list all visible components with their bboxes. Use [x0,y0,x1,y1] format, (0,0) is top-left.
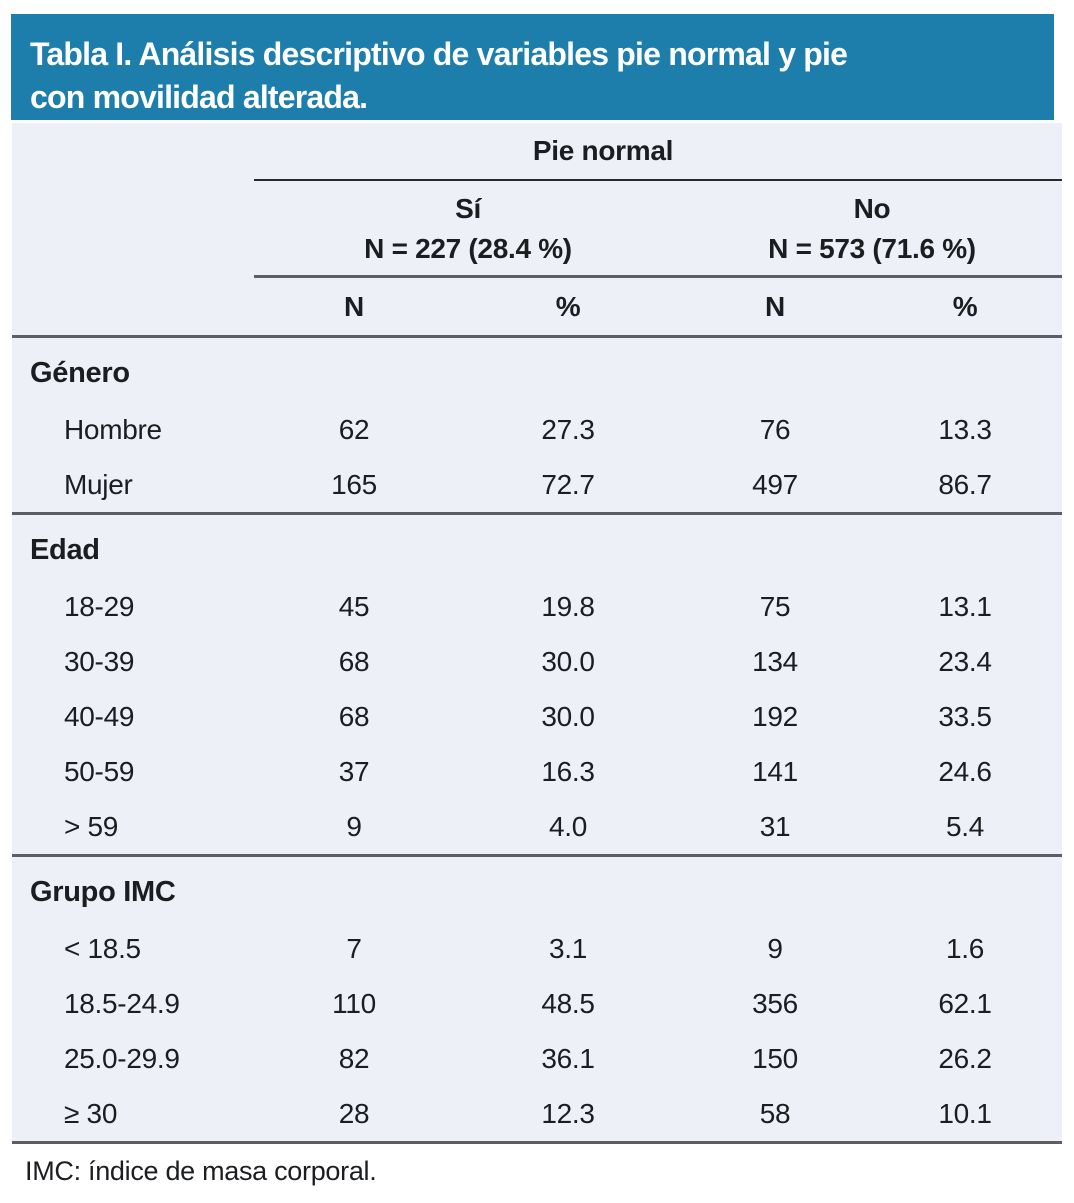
cell-value: 68 [338,700,370,732]
header-subgroup-no: No N = 573 (71.6 %) [682,181,1062,275]
cell-value: 31 [759,810,791,842]
cell-value: 27.3 [541,413,595,445]
row-label: > 59 [64,810,119,842]
table-row: 30-39 68 30.0 134 23.4 [12,634,1062,689]
header-empty-cell [12,181,254,278]
cell-value: 4.0 [548,810,588,842]
section-title: Edad [30,533,100,566]
cell-value: 19.8 [541,590,595,622]
cell-value: 37 [338,755,370,787]
cell-value: 9 [346,810,362,842]
row-label: 40-49 [64,700,135,732]
row-label: 18-29 [64,590,135,622]
row-label: ≥ 30 [64,1097,118,1129]
column-header-n-no: N [765,290,785,322]
row-label: 30-39 [64,645,135,677]
cell-value: 497 [752,468,798,500]
row-label: 25.0-29.9 [64,1042,180,1074]
table-title-banner: Tabla I. Análisis descriptivo de variabl… [11,14,1054,120]
cell-value: 3.1 [548,932,588,964]
header-empty-cell [12,123,254,181]
section-title: Género [30,356,130,389]
row-label: 18.5-24.9 [64,987,180,1019]
cell-value: 75 [759,590,791,622]
cell-value: 24.6 [938,755,992,787]
cell-value: 68 [338,645,370,677]
cell-value: 28 [338,1097,370,1129]
section-edad: Edad 18-29 45 19.8 75 13.1 30-39 68 30.0… [12,515,1062,857]
cell-value: 356 [752,987,798,1019]
cell-value: 141 [752,755,798,787]
cell-value: 30.0 [541,645,595,677]
cell-value: 134 [752,645,798,677]
subgroup-label: Sí [455,193,481,224]
cell-value: 45 [338,590,370,622]
cell-value: 5.4 [945,810,985,842]
table-row: Mujer 165 72.7 497 86.7 [12,457,1062,512]
header-row-group: Pie normal [12,123,1062,181]
cell-value: 192 [752,700,798,732]
subgroup-label: No [853,193,891,224]
cell-value: 30.0 [541,700,595,732]
cell-value: 36.1 [541,1042,595,1074]
cell-value: 86.7 [938,468,992,500]
cell-value: 76 [759,413,791,445]
cell-value: 82 [338,1042,370,1074]
header-subgroup-si: Sí N = 227 (28.4 %) [254,181,682,275]
table-row: 50-59 37 16.3 141 24.6 [12,744,1062,799]
cell-value: 10.1 [938,1097,992,1129]
row-label: < 18.5 [64,932,141,964]
header-group-label: Pie normal [254,123,1062,181]
header-subgroup-span: Sí N = 227 (28.4 %) No N = 573 (71.6 %) [254,181,1062,278]
table-title-line-1: Tabla I. Análisis descriptivo de variabl… [30,36,848,72]
cell-value: 58 [759,1097,791,1129]
subgroup-n: N = 573 (71.6 %) [768,233,976,264]
column-header-pct-no: % [952,290,978,322]
table-row: < 18.5 7 3.1 9 1.6 [12,921,1062,976]
cell-value: 13.1 [938,590,992,622]
column-header-pct-si: % [555,290,581,322]
section-title: Grupo IMC [30,875,176,908]
row-label: Hombre [64,413,162,445]
subgroup-n: N = 227 (28.4 %) [364,233,572,264]
cell-value: 26.2 [938,1042,992,1074]
cell-value: 23.4 [938,645,992,677]
cell-value: 165 [331,468,377,500]
cell-value: 1.6 [945,932,985,964]
table-row: 18-29 45 19.8 75 13.1 [12,579,1062,634]
cell-value: 7 [346,932,362,964]
table-row: 25.0-29.9 82 36.1 150 26.2 [12,1031,1062,1086]
cell-value: 33.5 [938,700,992,732]
header-row-subgroups: Sí N = 227 (28.4 %) No N = 573 (71.6 %) [12,181,1062,278]
data-table: Pie normal Sí N = 227 (28.4 %) No N = 57… [12,123,1062,1144]
cell-value: 110 [332,987,376,1019]
cell-value: 72.7 [541,468,595,500]
row-label: Mujer [64,468,133,500]
cell-value: 9 [767,932,783,964]
section-grupo-imc: Grupo IMC < 18.5 7 3.1 9 1.6 18.5-24.9 1… [12,857,1062,1144]
cell-value: 62.1 [938,987,992,1019]
header-row-columns: N % N % [12,278,1062,338]
cell-value: 48.5 [541,987,595,1019]
column-header-n-si: N [344,290,364,322]
table-row: Hombre 62 27.3 76 13.3 [12,402,1062,457]
row-label: 50-59 [64,755,135,787]
cell-value: 62 [338,413,370,445]
table-title-line-2: con movilidad alterada. [30,79,368,115]
table-row: ≥ 30 28 12.3 58 10.1 [12,1086,1062,1141]
table-row: > 59 9 4.0 31 5.4 [12,799,1062,854]
cell-value: 12.3 [541,1097,595,1129]
cell-value: 13.3 [938,413,992,445]
cell-value: 150 [752,1042,798,1074]
cell-value: 16.3 [541,755,595,787]
table-row: 40-49 68 30.0 192 33.5 [12,689,1062,744]
table-row: 18.5-24.9 110 48.5 356 62.1 [12,976,1062,1031]
table-footnote: IMC: índice de masa corporal. [25,1156,377,1186]
section-genero: Género Hombre 62 27.3 76 13.3 Mujer 165 … [12,338,1062,515]
